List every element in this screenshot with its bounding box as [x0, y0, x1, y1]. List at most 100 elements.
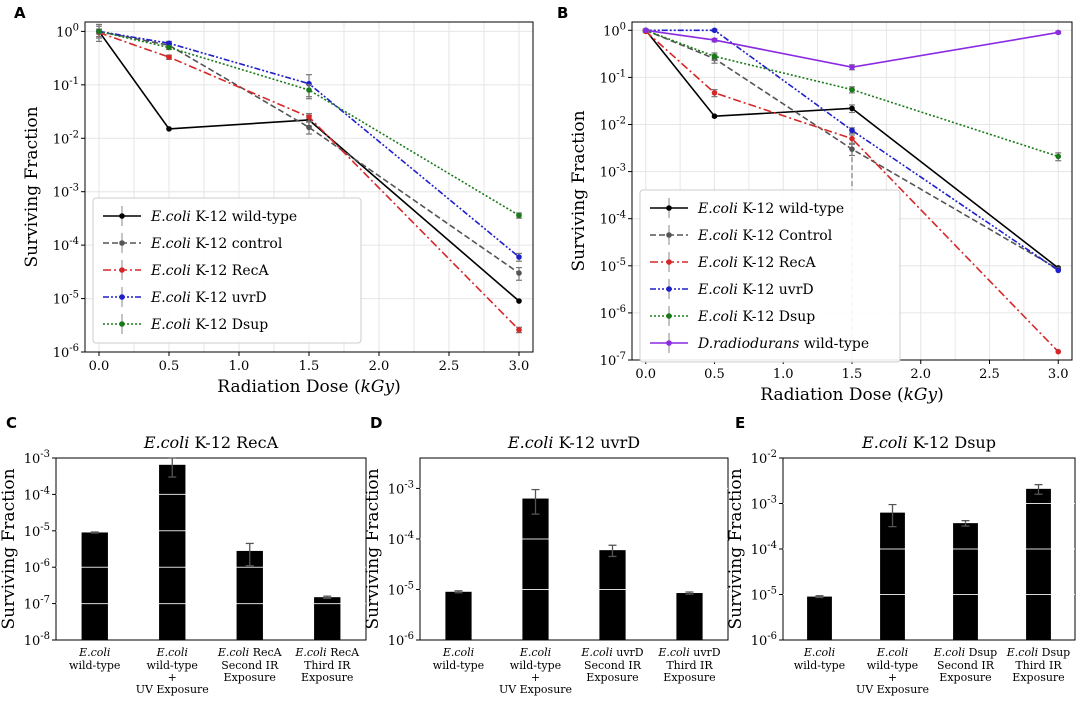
data-point — [642, 27, 649, 34]
chart-title-D: E.coli K-12 uvrD — [507, 433, 640, 452]
category-label: wild-type — [794, 659, 845, 672]
y-tick-label: 10-2 — [53, 129, 79, 147]
bar — [880, 512, 905, 640]
series-line — [645, 29, 1059, 270]
panel-C: CE.coli K-12 RecAE.coliwild-typeE.coliwi… — [0, 414, 367, 696]
y-tick-label: 10-5 — [600, 257, 626, 275]
y-axis-title-C: Surviving Fraction — [0, 468, 19, 629]
bar — [159, 464, 186, 640]
data-point — [516, 298, 522, 304]
bar — [676, 593, 703, 640]
x-tick-label: 2.5 — [979, 367, 1000, 382]
category-label: Third IR — [304, 659, 351, 672]
series-line — [98, 31, 520, 331]
series-line — [98, 30, 520, 302]
bar — [522, 498, 549, 640]
legend-entry: E.coli K-12 Dsup — [150, 317, 268, 333]
panel-label-E: E — [735, 414, 745, 432]
data-point — [849, 127, 855, 134]
data-point — [711, 113, 718, 120]
data-point — [306, 114, 312, 120]
category-label: wild-type — [510, 659, 561, 672]
x-tick-label: 1.5 — [299, 359, 320, 374]
legend-entry: E.coli K-12 uvrD — [150, 290, 267, 306]
x-tick-label: 2.5 — [439, 359, 460, 374]
category-label: + — [531, 671, 540, 684]
series-line — [645, 30, 1059, 353]
x-tick-label: 2.0 — [910, 367, 931, 382]
y-axis-title-B: Surviving Fraction — [569, 110, 589, 271]
legend-entry: E.coli K-12 RecA — [150, 263, 269, 279]
x-tick-label: 3.0 — [509, 359, 530, 374]
category-label: E.coli uvrD — [580, 646, 643, 659]
y-tick-label: 10-3 — [53, 183, 79, 201]
series-B-5 — [642, 27, 1062, 71]
x-tick-label: 0.0 — [635, 367, 656, 382]
data-point — [711, 27, 718, 34]
y-axis-title-A: Surviving Fraction — [22, 106, 42, 267]
chart-title-E: E.coli K-12 Dsup — [861, 433, 996, 452]
category-label: E.coli — [78, 646, 110, 659]
series-B-2 — [642, 28, 1062, 355]
legend-entry: E.coli K-12 RecA — [697, 255, 816, 271]
data-point — [166, 40, 172, 47]
category-label: Exposure — [586, 671, 638, 684]
category-label: + — [168, 671, 177, 684]
panel-A: A 0.0 0.5 1.0 1.5 2.0 2.5 3.0 100 10-1 10-2 10-3 10-… — [14, 4, 534, 397]
legend-B: E.coli K-12 wild-type E.coli K-12 Control… — [639, 189, 901, 363]
category-label: UV Exposure — [499, 683, 572, 696]
y-axis-title-D: Surviving Fraction — [363, 468, 383, 629]
legend-A: E.coli K-12 wild-type E.coli K-12 control… — [92, 197, 362, 344]
y-tick-label: 10-3 — [388, 479, 414, 497]
category-label: E.coli — [442, 646, 474, 659]
category-label: + — [888, 671, 897, 684]
bar — [81, 532, 108, 640]
x-tick-label: 1.0 — [229, 359, 250, 374]
category-label: Exposure — [1012, 671, 1064, 684]
data-point — [166, 54, 172, 60]
data-point — [1055, 153, 1062, 160]
series-line — [645, 29, 1059, 158]
y-tick-label: 10-4 — [24, 485, 50, 503]
y-tick-label: 10-7 — [600, 351, 626, 369]
x-tick-label: 1.5 — [842, 367, 863, 382]
x-axis-title-B: Radiation Dose (kGy) — [760, 385, 943, 405]
series-line — [98, 30, 520, 217]
category-label: E.coli — [519, 646, 551, 659]
series-line — [645, 29, 1059, 269]
y-tick-label: 10-1 — [53, 76, 79, 94]
y-tick-label: 10-6 — [600, 304, 626, 322]
legend-entry: E.coli K-12 uvrD — [697, 282, 814, 298]
data-point — [849, 105, 855, 112]
category-label: E.coli — [876, 646, 908, 659]
series-line — [98, 30, 520, 274]
x-tick-label: 0.5 — [159, 359, 180, 374]
category-label: Exposure — [663, 671, 715, 684]
data-point — [516, 254, 522, 260]
data-point — [306, 124, 312, 131]
panel-E: EE.coli K-12 DsupE.coliwild-typeE.coliwi… — [726, 414, 1076, 696]
data-point — [849, 86, 855, 93]
x-tick-label: 0.5 — [704, 367, 725, 382]
panel-label-D: D — [370, 414, 382, 432]
category-label: Third IR — [1015, 659, 1062, 672]
legend-entry: E.coli K-12 control — [150, 236, 283, 252]
category-label: wild-type — [433, 659, 484, 672]
data-point — [1055, 29, 1062, 36]
y-tick-label: 10-3 — [600, 163, 626, 181]
legend-entry: E.coli K-12 wild-type — [697, 201, 844, 217]
data-point — [166, 44, 172, 51]
data-point — [306, 87, 312, 93]
y-tick-label: 10-5 — [24, 522, 50, 540]
x-axis-title-A: Radiation Dose (kGy) — [217, 377, 400, 397]
panel-B: B 0.0 0.5 1.0 1.5 2.0 2.5 3.0 100 10-1 10-2 10-3 10-… — [557, 4, 1073, 405]
x-tick-label: 3.0 — [1048, 367, 1069, 382]
category-label: E.coli RecA — [294, 646, 360, 659]
category-label: E.coli Dsup — [933, 646, 997, 659]
x-tick-label: 1.0 — [773, 367, 794, 382]
data-point — [96, 28, 102, 35]
category-label: Exposure — [224, 671, 276, 684]
axes-frame-D — [419, 457, 729, 641]
category-label: Exposure — [301, 671, 353, 684]
legend-entry: E.coli K-12 wild-type — [150, 209, 297, 225]
